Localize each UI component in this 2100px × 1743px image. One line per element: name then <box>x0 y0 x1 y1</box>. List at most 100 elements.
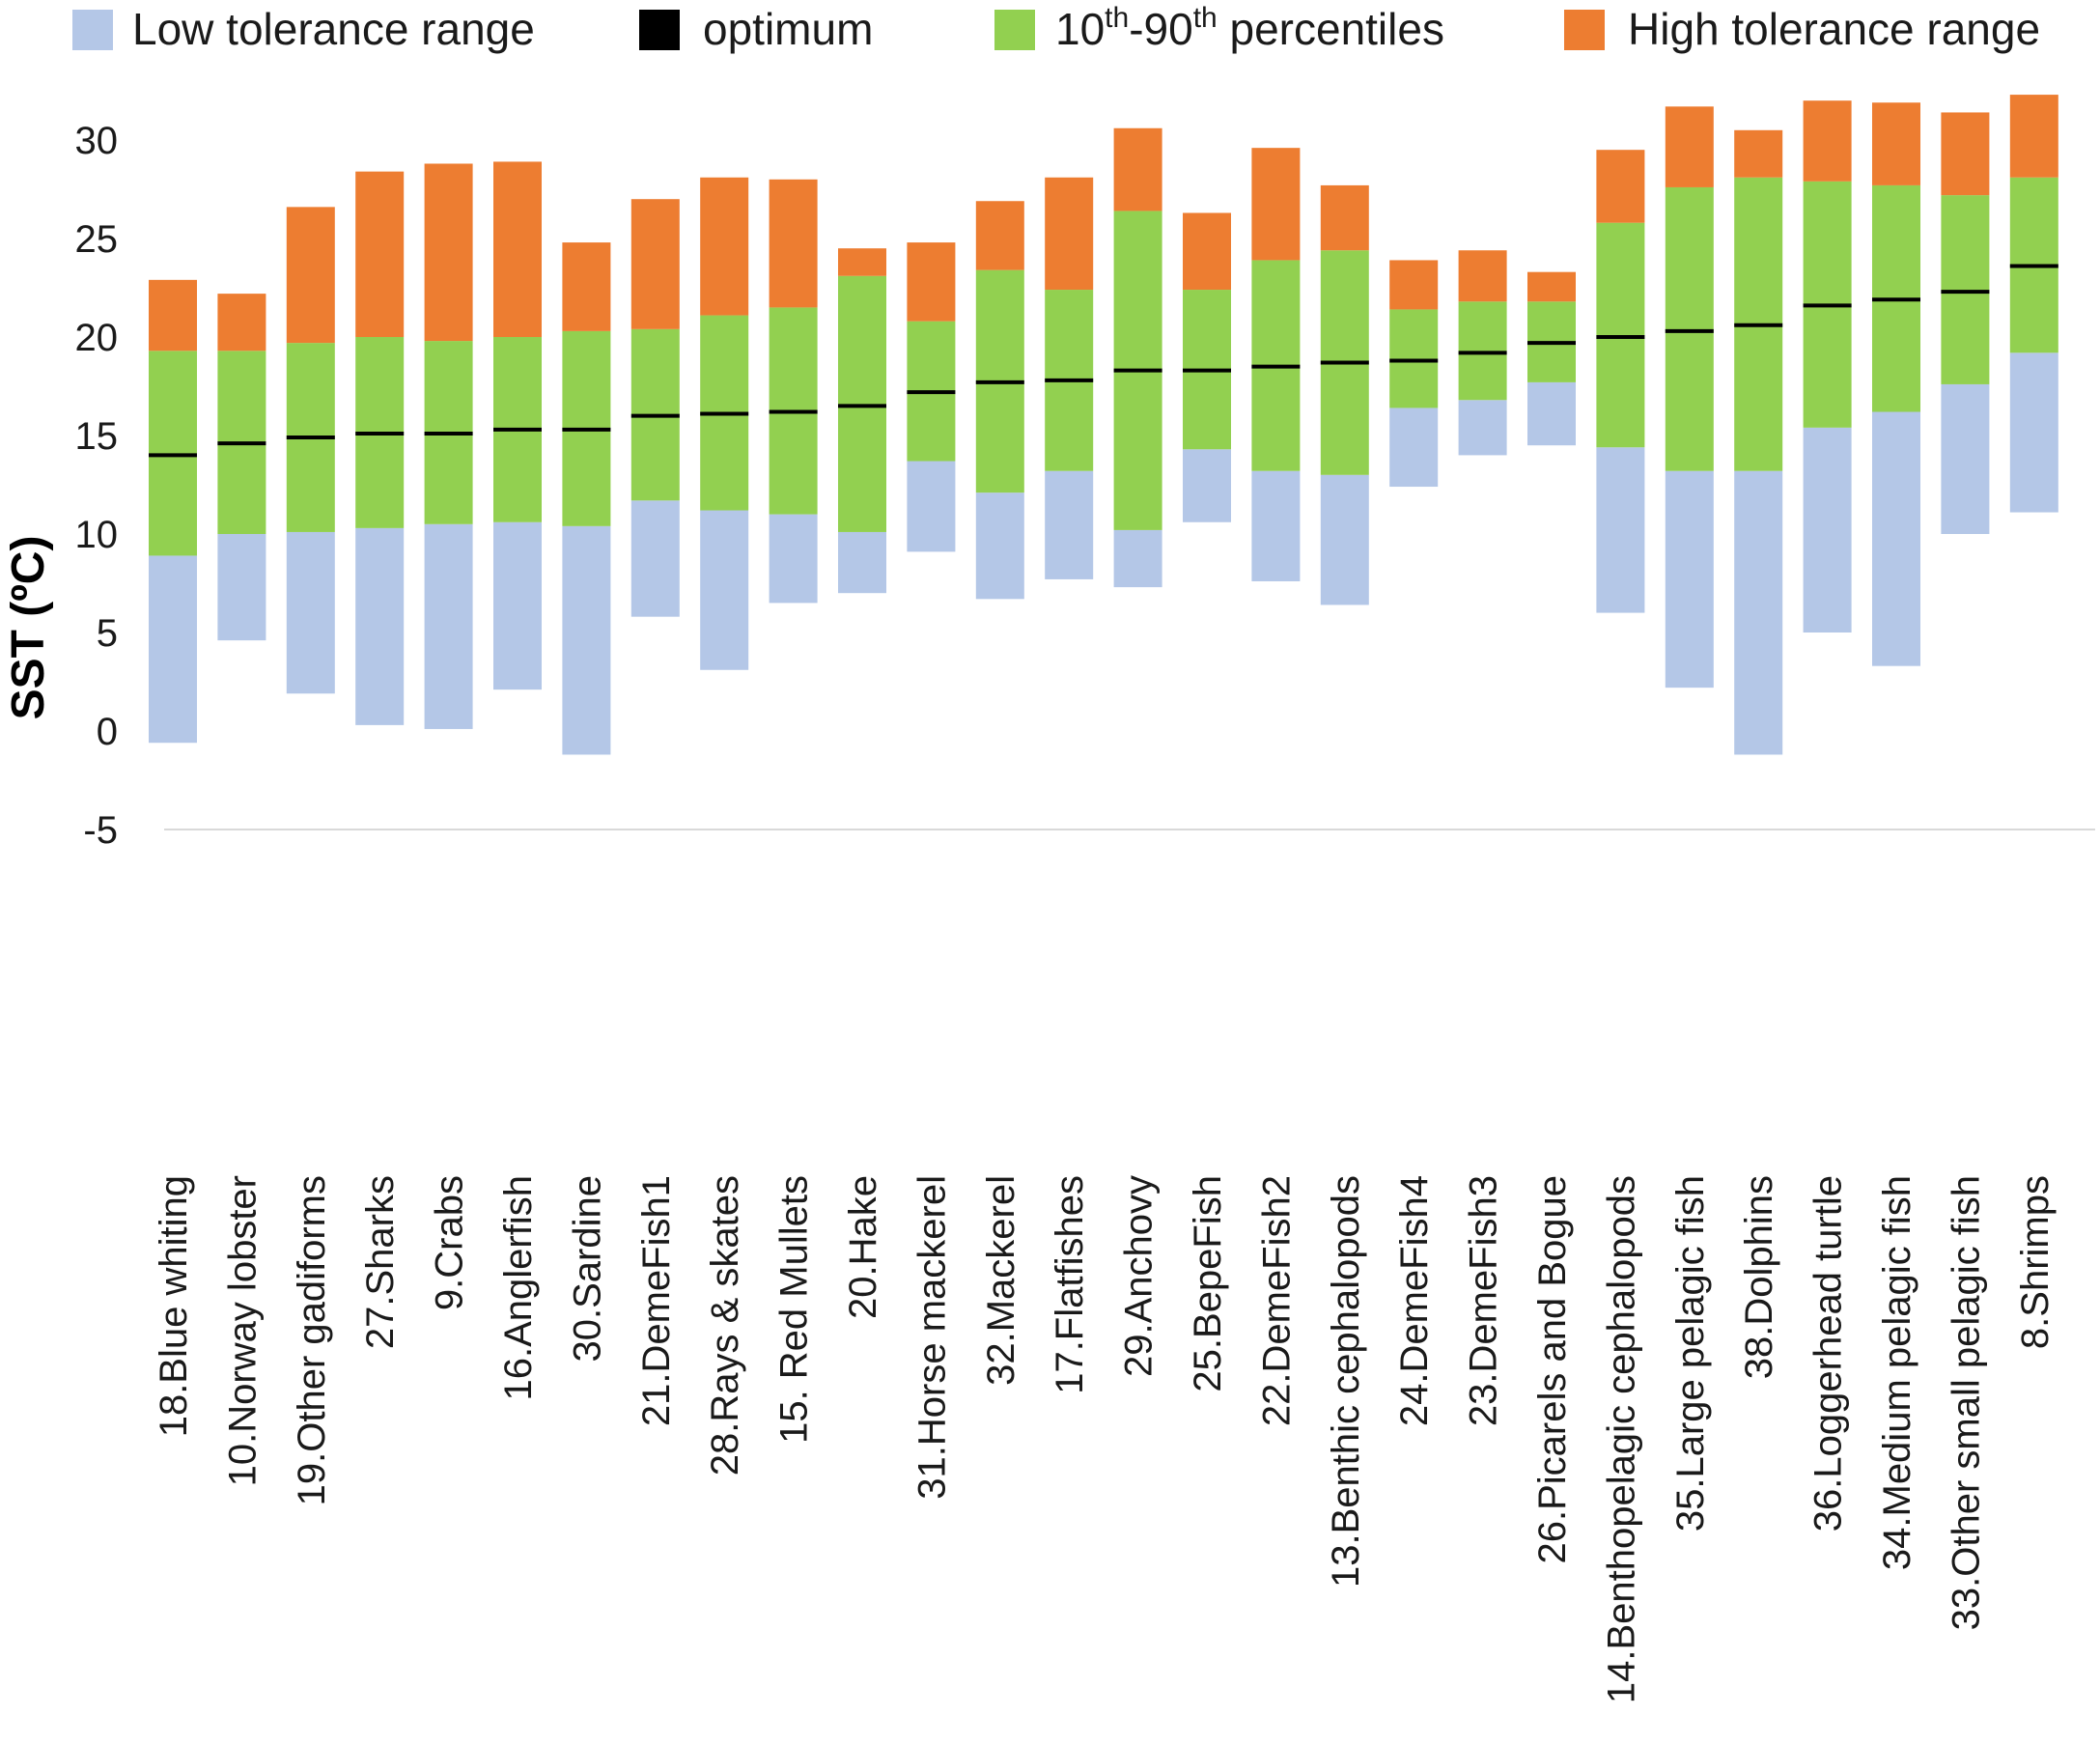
bar-low-22 <box>1665 470 1714 689</box>
y-tick-label: 10 <box>75 514 119 556</box>
bar-high-5 <box>493 161 542 337</box>
y-axis-ticks: -5 0 5 10 15 20 25 30 <box>75 120 119 852</box>
bar-pct-0 <box>149 351 197 556</box>
bar-pct-19 <box>1458 301 1507 401</box>
bar-low-18 <box>1389 408 1439 488</box>
bar-low-26 <box>1941 383 1990 534</box>
bar-low-5 <box>493 521 542 690</box>
bar-pct-22 <box>1665 186 1714 471</box>
bar-low-6 <box>562 525 611 755</box>
x-tick-label: 22.DemeFish2 <box>1255 1175 1298 1426</box>
bar-pct-18 <box>1389 309 1439 408</box>
bar-high-15 <box>1183 212 1231 291</box>
x-tick-label: 20.Hake <box>842 1175 884 1319</box>
x-tick-label: 31.Horse mackerel <box>910 1175 953 1500</box>
bar-low-16 <box>1251 470 1301 581</box>
y-tick-label: -5 <box>83 809 118 852</box>
bar-low-25 <box>1872 411 1920 666</box>
x-axis-labels: 18.Blue whiting 10.Norway lobster 19.Other… <box>153 1175 2057 1703</box>
x-tick-label: 14.Benthopelagic cephalopods <box>1600 1175 1642 1703</box>
bar-high-1 <box>217 294 266 351</box>
x-tick-label: 17.Flatfishes <box>1049 1175 1091 1394</box>
bar-high-3 <box>355 171 405 337</box>
x-tick-label: 28.Rays & skates <box>704 1175 746 1476</box>
bar-high-0 <box>149 279 197 351</box>
bars <box>149 95 2058 755</box>
x-tick-label: 27.Sharks <box>359 1175 402 1349</box>
bar-low-7 <box>630 500 680 617</box>
x-tick-label: 10.Norway lobster <box>221 1175 264 1486</box>
x-tick-label: 29.Anchovy <box>1118 1175 1161 1377</box>
bar-high-17 <box>1320 184 1369 251</box>
legend-pct-rest: percentiles <box>1218 4 1444 54</box>
legend-pct-sup1: th <box>1105 2 1129 34</box>
bar-high-13 <box>1045 177 1094 291</box>
bar-low-1 <box>217 534 266 641</box>
bar-high-14 <box>1113 127 1162 211</box>
bar-low-3 <box>355 527 405 725</box>
bar-high-27 <box>2009 95 2058 178</box>
y-tick-label: 30 <box>75 120 119 162</box>
bar-high-25 <box>1872 102 1920 185</box>
bar-low-27 <box>2009 352 2058 513</box>
bar-low-13 <box>1045 470 1094 579</box>
x-tick-label: 33.Other small pelagic fish <box>1945 1175 1987 1630</box>
y-tick-label: 0 <box>97 711 118 753</box>
legend-pct-10: 10 <box>1055 4 1105 54</box>
bar-low-10 <box>838 531 886 594</box>
legend-label-low: Low tolerance range <box>132 4 535 54</box>
y-tick-label: 20 <box>75 317 119 359</box>
bar-pct-21 <box>1596 222 1645 448</box>
bar-low-21 <box>1596 447 1645 613</box>
bar-high-8 <box>700 177 749 316</box>
x-tick-label: 21.DemeFish1 <box>635 1175 678 1426</box>
x-tick-label: 16.Anglerfish <box>497 1175 540 1400</box>
legend-pct-90: -90 <box>1129 4 1192 54</box>
bar-high-2 <box>286 207 335 344</box>
x-tick-label: 36.Loggerhead turtle <box>1807 1175 1850 1532</box>
legend-swatch-percentiles <box>994 10 1035 50</box>
bar-low-24 <box>1803 427 1852 633</box>
x-tick-label: 30.Sardine <box>566 1175 608 1362</box>
x-tick-label: 13.Benthic cephalopods <box>1325 1175 1367 1588</box>
x-tick-label: 9.Crabs <box>429 1175 471 1310</box>
bar-high-19 <box>1458 250 1507 302</box>
bar-pct-26 <box>1941 195 1990 384</box>
legend-label-high: High tolerance range <box>1628 4 2040 54</box>
bar-high-12 <box>975 201 1024 270</box>
bar-high-21 <box>1596 150 1645 223</box>
x-tick-label: 18.Blue whiting <box>153 1175 195 1437</box>
bar-low-23 <box>1734 470 1783 755</box>
x-tick-label: 25.BepeFish <box>1187 1175 1229 1392</box>
bar-high-11 <box>907 242 956 322</box>
legend-label-optimum: optimum <box>703 4 873 54</box>
bar-high-24 <box>1803 100 1852 182</box>
bar-low-9 <box>769 514 818 604</box>
y-axis-title: SST (ºC) <box>3 536 54 720</box>
bar-low-11 <box>907 461 956 552</box>
x-tick-label: 15. Red Mullets <box>773 1175 816 1444</box>
bar-high-20 <box>1527 271 1576 302</box>
bar-low-4 <box>424 523 473 729</box>
bar-high-16 <box>1251 148 1301 261</box>
bar-low-19 <box>1458 400 1507 456</box>
bar-low-15 <box>1183 449 1231 522</box>
bar-low-0 <box>149 555 197 744</box>
x-tick-label: 23.DemeFish3 <box>1463 1175 1505 1426</box>
y-tick-label: 25 <box>75 218 119 261</box>
bar-low-14 <box>1113 529 1162 588</box>
bar-high-7 <box>630 199 680 329</box>
bar-high-22 <box>1665 106 1714 187</box>
x-tick-label: 38.Dolphins <box>1738 1175 1780 1379</box>
legend-swatch-high <box>1564 10 1605 50</box>
bar-low-17 <box>1320 474 1369 605</box>
bar-high-10 <box>838 248 886 276</box>
x-tick-label: 26.Picarels and Bogue <box>1531 1175 1574 1564</box>
legend-swatch-optimum <box>639 10 680 50</box>
bar-high-26 <box>1941 112 1990 196</box>
legend-label-percentiles: 10th-90th percentiles <box>1055 2 1444 54</box>
bar-low-2 <box>286 531 335 694</box>
x-tick-label: 32.Mackerel <box>980 1175 1022 1386</box>
x-tick-label: 8.Shrimps <box>2014 1175 2057 1349</box>
bar-high-6 <box>562 242 611 331</box>
